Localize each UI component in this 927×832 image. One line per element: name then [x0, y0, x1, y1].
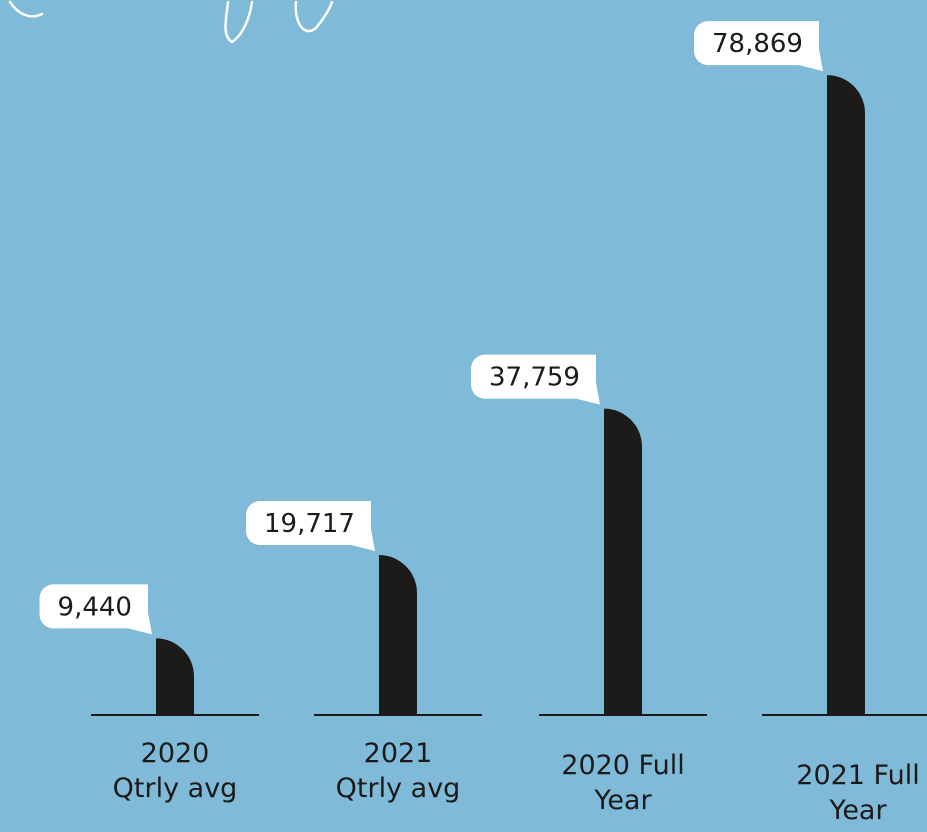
value-callout-bubble	[39, 584, 152, 635]
x-tick-label: 2021 Full	[796, 760, 919, 791]
value-callout-bubble	[694, 21, 823, 72]
x-tick-label: Qtrly avg	[113, 773, 238, 804]
data-label: 37,759	[489, 363, 580, 393]
data-label: 9,440	[58, 592, 132, 622]
x-tick-label: 2020	[141, 738, 210, 769]
value-callout-bubble	[246, 501, 375, 552]
data-label: 19,717	[264, 509, 355, 539]
x-tick-label: 2020 Full	[561, 750, 684, 781]
x-tick-label: 2021	[364, 738, 433, 769]
x-tick-label: Year	[828, 795, 887, 826]
x-tick-label: Qtrly avg	[336, 773, 461, 804]
x-tick-label: Year	[593, 785, 652, 816]
script-flourish-decoration	[8, 0, 334, 44]
bar	[156, 638, 194, 715]
bar	[827, 75, 865, 716]
bar	[604, 408, 642, 715]
bar	[379, 555, 417, 715]
value-callout-bubble	[471, 354, 600, 405]
data-label: 78,869	[712, 29, 803, 59]
